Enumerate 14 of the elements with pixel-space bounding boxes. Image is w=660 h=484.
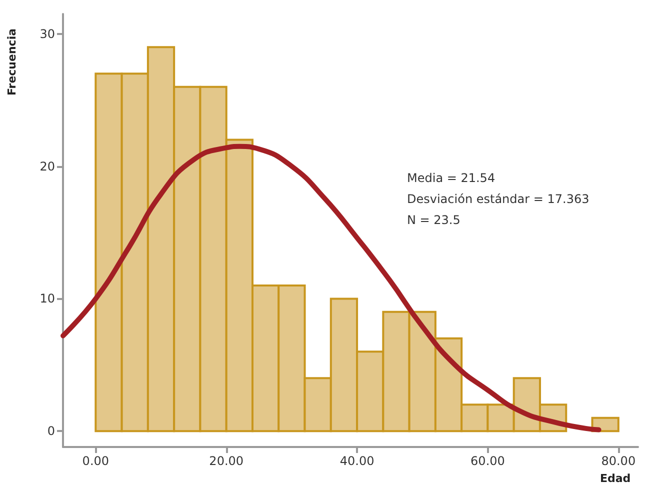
- x-tick-label: 20.00: [209, 454, 244, 468]
- y-tick-label: 20: [40, 159, 55, 174]
- annotation: Media = 21.54: [407, 171, 496, 185]
- annotation: N = 23.5: [407, 213, 460, 227]
- x-axis-title: Edad: [600, 472, 631, 484]
- x-tick-label: 0.00: [82, 454, 110, 468]
- y-tick-label: 10: [40, 292, 55, 306]
- x-tick-label: 80.00: [601, 454, 636, 468]
- annotation: Desviación estándar = 17.363: [407, 192, 590, 206]
- y-axis-title: Frecuencia: [6, 28, 18, 96]
- y-tick-label: 30: [40, 26, 55, 41]
- y-tick-label: 0: [47, 424, 55, 438]
- x-tick-label: 40.00: [340, 454, 374, 468]
- x-tick-label: 60.00: [470, 454, 505, 468]
